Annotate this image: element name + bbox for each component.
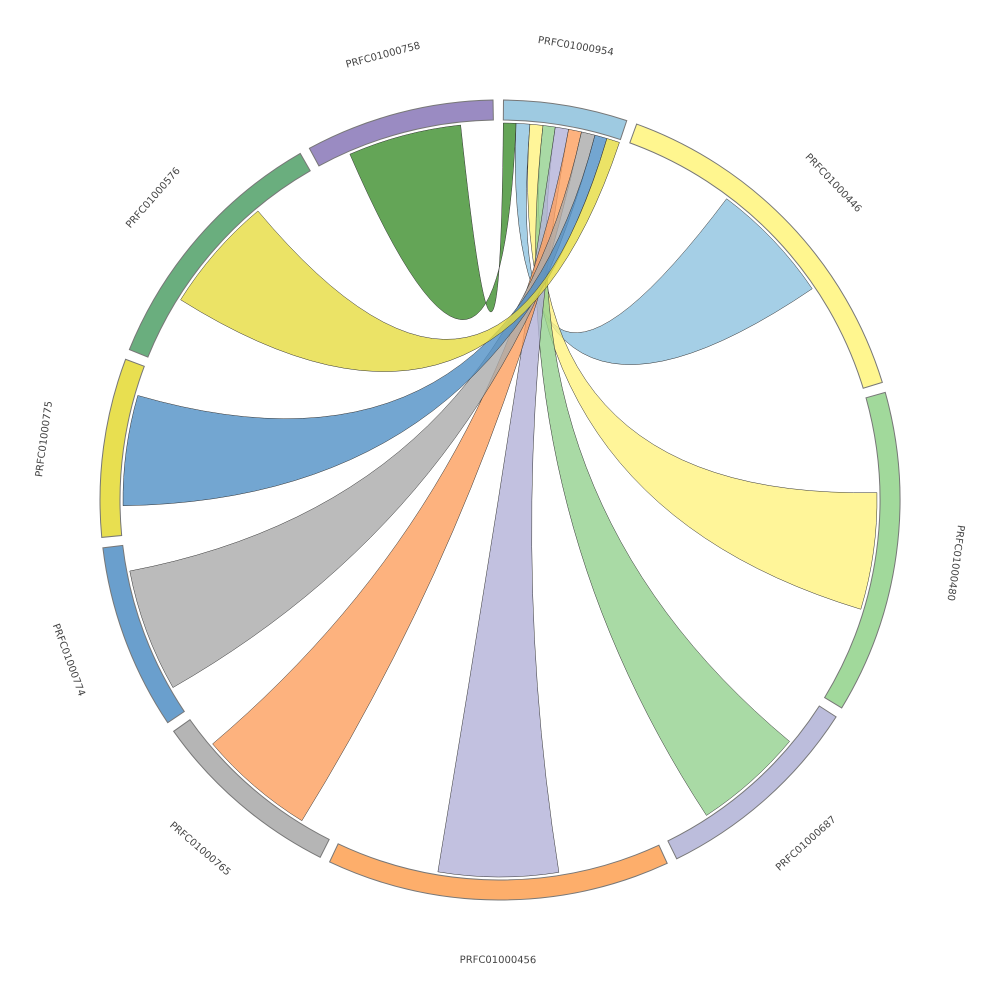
- node-label: PRFC01000765: [167, 820, 232, 878]
- chord: [212, 129, 582, 822]
- segment: [99, 358, 145, 538]
- segment: [128, 152, 311, 358]
- node-label: PRFC01000687: [774, 814, 839, 873]
- chord: [129, 131, 596, 688]
- segment: [823, 391, 901, 709]
- node-label: PRFC01000480: [944, 524, 965, 601]
- segment: [102, 544, 186, 724]
- node-label: PRFC01000774: [50, 622, 87, 698]
- node-label: PRFC01000576: [124, 166, 183, 231]
- chord: [527, 123, 878, 610]
- node-label: PRFC01000954: [537, 35, 614, 58]
- segment: [308, 99, 494, 167]
- chords: [122, 122, 878, 878]
- node-label: PRFC01000758: [345, 41, 422, 71]
- chord: [437, 126, 569, 878]
- segment: [667, 705, 837, 860]
- chord: [349, 122, 517, 320]
- node-label: PRFC01000456: [460, 955, 537, 966]
- segment: [328, 843, 668, 901]
- segment: [172, 719, 330, 858]
- chord: [535, 125, 790, 816]
- node-label: PRFC01000446: [803, 152, 864, 215]
- segment: [502, 99, 628, 141]
- segment: [629, 123, 883, 389]
- chord: [180, 138, 620, 372]
- node-label: PRFC01000775: [34, 400, 55, 477]
